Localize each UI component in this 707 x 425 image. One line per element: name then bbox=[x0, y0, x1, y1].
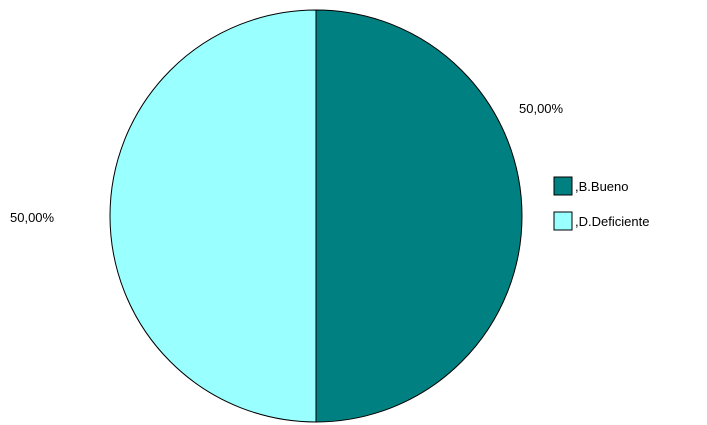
pie-slice-deficiente bbox=[109, 9, 317, 423]
legend: ,B.Bueno ,D.Deficiente bbox=[553, 176, 649, 231]
slice-percentage-label: 50,00% bbox=[10, 210, 55, 225]
legend-item: ,D.Deficiente bbox=[553, 211, 649, 231]
slice-labels-layer: 50,00% 50,00% bbox=[10, 101, 564, 225]
legend-item: ,B.Bueno bbox=[553, 176, 629, 196]
slice-percentage-label: 50,00% bbox=[519, 101, 564, 116]
legend-swatch bbox=[553, 176, 573, 196]
legend-swatch bbox=[553, 211, 573, 231]
pie-slice-bueno bbox=[315, 9, 523, 423]
slices-layer bbox=[109, 9, 523, 423]
legend-label: ,B.Bueno bbox=[575, 179, 629, 194]
legend-label: ,D.Deficiente bbox=[575, 214, 649, 229]
